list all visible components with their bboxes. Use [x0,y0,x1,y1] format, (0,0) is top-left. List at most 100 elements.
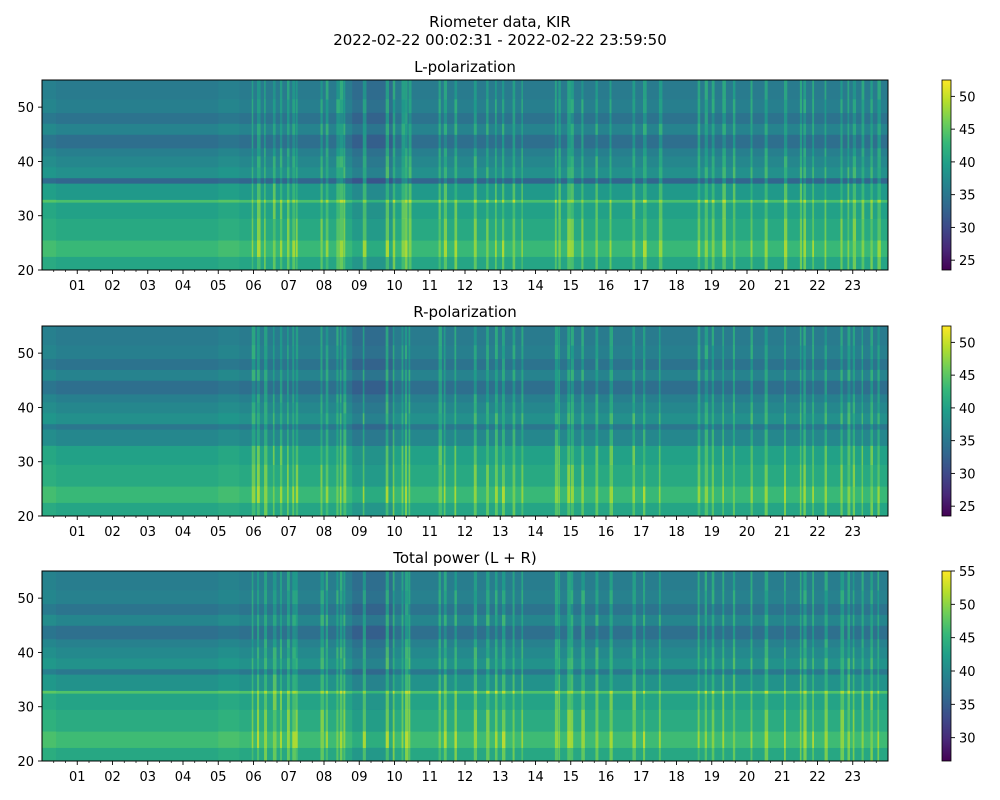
heatmap-spike [750,99,753,114]
heatmap-spike [286,731,290,748]
heatmap-spike [861,445,864,465]
heatmap-spike [595,690,599,694]
heatmap-period [42,647,57,659]
heatmap-spike [711,345,714,360]
heatmap-spike [824,690,828,694]
heatmap-spike [847,674,850,691]
heatmap-spike [486,638,490,648]
heatmap-spike [339,647,343,659]
heatmap-spike [643,657,646,670]
heatmap-spike [405,590,409,605]
heatmap-spike [251,429,256,446]
heatmap-spike [764,657,769,670]
heatmap-spike [292,690,296,694]
heatmap-spike [320,668,324,675]
colorbar-tick-label: 25 [959,254,976,269]
heatmap-spike [279,731,283,748]
heatmap-spike [401,326,404,346]
heatmap-spike [512,464,516,487]
heatmap-spike [502,112,505,124]
heatmap-spike [704,445,709,465]
heatmap-spike [251,647,254,659]
heatmap-band [42,199,888,203]
heatmap-spike [392,99,396,114]
heatmap-spike [658,326,661,346]
heatmap-spike [558,134,561,149]
heatmap-spike [438,486,442,503]
heatmap-spike [279,668,283,675]
heatmap-spike [486,256,489,270]
heatmap-spike [339,218,344,241]
heatmap-spike [385,177,389,184]
heatmap-spike [609,603,613,615]
heatmap-spike [861,647,864,659]
heatmap-spike [840,380,843,395]
heatmap-spike [512,326,516,346]
heatmap-spike [405,690,409,694]
heatmap-spike [861,199,865,203]
heatmap-spike [320,218,323,241]
heatmap-spike [711,112,715,124]
heatmap-spike [257,571,260,591]
heatmap-spike [711,731,715,748]
heatmap-spike [658,603,661,615]
heatmap-spike [295,647,298,659]
heatmap-spike [473,614,478,626]
heatmap-spike [609,393,614,403]
heatmap-spike [251,625,254,640]
y-tick-label: 50 [17,101,34,116]
heatmap-spike [750,464,753,487]
heatmap-spike [251,402,256,414]
heatmap-spike [325,693,328,710]
x-tick-label: 22 [809,770,826,785]
x-tick-label: 02 [104,770,121,785]
heatmap-spike [870,380,873,395]
heatmap-spike [861,571,864,591]
heatmap-spike [521,674,524,691]
heatmap-spike [392,326,395,346]
heatmap-band [42,134,888,149]
heatmap-band [42,80,888,100]
heatmap-spike [595,240,598,257]
heatmap-spike [732,218,736,241]
heatmap-period [352,393,395,403]
heatmap-spike [257,123,261,135]
heatmap-spike [438,380,442,395]
heatmap-spike [722,731,725,748]
heatmap-spike [803,202,807,219]
heatmap-band [42,638,888,648]
heatmap-period [42,690,57,694]
x-tick-label: 02 [104,525,121,540]
heatmap-spike [643,693,646,710]
heatmap-spike [443,345,446,360]
heatmap-spike [567,747,571,761]
heatmap-spike [279,638,283,648]
heatmap-spike [343,369,347,381]
heatmap-spike [279,657,283,670]
heatmap-spike [408,202,412,219]
heatmap-spike [861,256,865,270]
heatmap-period [42,638,57,648]
heatmap-spike [454,326,457,346]
heatmap-spike [784,380,786,395]
heatmap-spike [473,731,478,748]
heatmap-spike [711,638,715,648]
heatmap-spike [803,134,807,149]
heatmap-spike [264,183,266,200]
heatmap-spike [711,202,715,219]
heatmap-spike [704,99,708,114]
heatmap-spike [257,690,260,694]
heatmap-spike [632,99,636,114]
heatmap-spike [847,80,850,100]
heatmap-spike [279,166,283,179]
heatmap-spike [570,445,574,465]
heatmap-spike [521,147,523,157]
heatmap-spike [812,256,815,270]
heatmap-spike [840,429,843,446]
heatmap-spike [362,123,367,135]
heatmap-spike [494,147,497,157]
heatmap-spike [697,690,700,694]
heatmap-spike [799,674,802,691]
heatmap-spike [405,603,409,615]
